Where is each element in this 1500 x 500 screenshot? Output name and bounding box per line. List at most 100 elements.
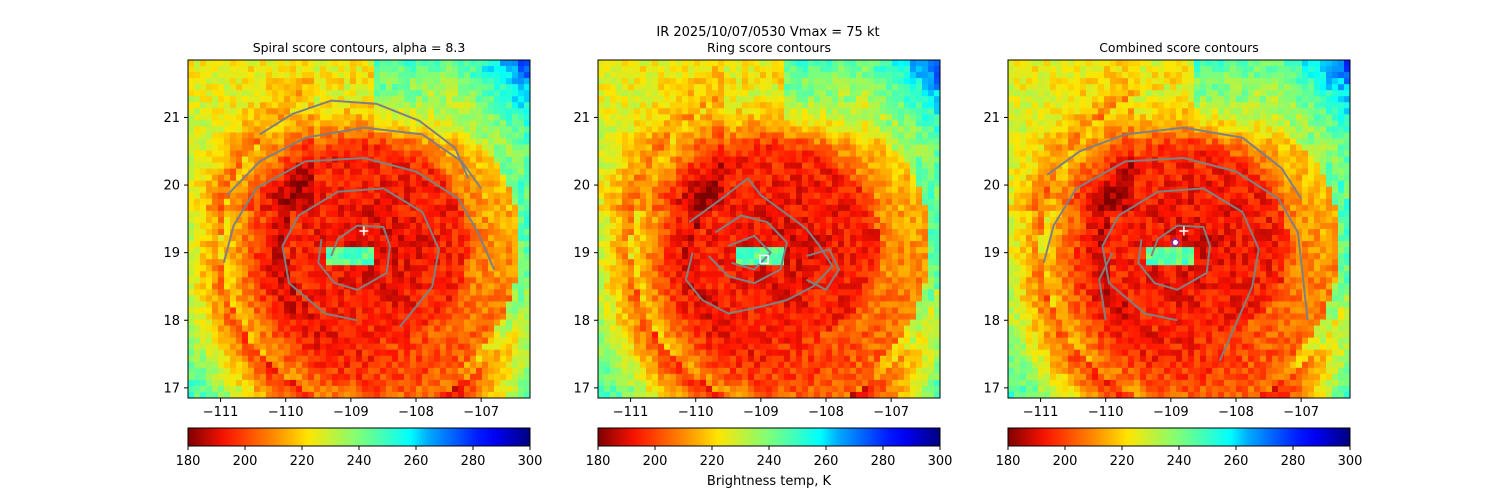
- heatmap-cell: [188, 307, 195, 315]
- heatmap-cell: [670, 198, 677, 206]
- heatmap-cell: [796, 174, 803, 182]
- heatmap-cell: [482, 235, 489, 242]
- heatmap-cell: [784, 180, 791, 188]
- heatmap-cell: [344, 241, 351, 248]
- heatmap-cell: [422, 210, 429, 218]
- heatmap-cell: [790, 126, 797, 134]
- heatmap-cell: [518, 156, 525, 164]
- heatmap-cell: [266, 325, 273, 333]
- heatmap-cell: [212, 367, 219, 375]
- heatmap-cell: [694, 78, 701, 85]
- heatmap-cell: [302, 186, 309, 194]
- heatmap-cell: [260, 204, 267, 212]
- heatmap-cell: [760, 222, 767, 230]
- heatmap-cell: [712, 156, 719, 164]
- heatmap-cell: [320, 162, 327, 170]
- heatmap-cell: [266, 331, 273, 339]
- heatmap-cell: [628, 168, 635, 176]
- heatmap-cell: [718, 132, 725, 140]
- heatmap-cell: [470, 216, 477, 224]
- heatmap-cell: [694, 72, 701, 79]
- heatmap-cell: [212, 361, 219, 369]
- heatmap-cell: [356, 241, 363, 248]
- heatmap-cell: [350, 373, 357, 381]
- heatmap-cell: [332, 271, 339, 278]
- heatmap-cell: [494, 385, 501, 393]
- heatmap-cell: [512, 108, 519, 115]
- heatmap-cell: [826, 120, 833, 127]
- heatmap-cell: [598, 96, 605, 103]
- heatmap-cell: [470, 180, 477, 188]
- heatmap-cell: [206, 337, 213, 345]
- heatmap-cell: [308, 162, 315, 170]
- heatmap-cell: [838, 84, 845, 91]
- heatmap-cell: [380, 174, 387, 182]
- heatmap-cell: [362, 349, 369, 357]
- heatmap-cell: [188, 247, 195, 254]
- heatmap-cell: [844, 78, 851, 85]
- heatmap-cell: [494, 337, 501, 345]
- heatmap-cell: [434, 168, 441, 176]
- heatmap-cell: [470, 289, 477, 296]
- heatmap-cell: [194, 192, 201, 200]
- heatmap-cell: [796, 126, 803, 134]
- heatmap-cell: [422, 241, 429, 248]
- heatmap-cell: [500, 301, 507, 309]
- heatmap-cell: [242, 319, 249, 327]
- heatmap-cell: [248, 307, 255, 315]
- heatmap-cell: [706, 174, 713, 182]
- heatmap-cell: [272, 325, 279, 333]
- heatmap-cell: [694, 156, 701, 164]
- heatmap-cell: [640, 156, 647, 164]
- heatmap-cell: [730, 78, 737, 85]
- heatmap-cell: [248, 367, 255, 375]
- heatmap-cell: [838, 132, 845, 140]
- heatmap-cell: [290, 138, 297, 146]
- heatmap-cell: [458, 337, 465, 345]
- heatmap-cell: [658, 156, 665, 164]
- heatmap-cell: [296, 144, 303, 152]
- heatmap-cell: [778, 132, 785, 140]
- heatmap-cell: [476, 156, 483, 164]
- heatmap-cell: [302, 102, 309, 109]
- heatmap-cell: [380, 265, 387, 272]
- heatmap-cell: [670, 241, 677, 248]
- heatmap-cell: [212, 247, 219, 254]
- heatmap-cell: [446, 156, 453, 164]
- heatmap-cell: [314, 60, 321, 67]
- heatmap-cell: [398, 355, 405, 363]
- heatmap-cell: [212, 180, 219, 188]
- heatmap-cell: [392, 391, 399, 398]
- heatmap-cell: [242, 271, 249, 278]
- heatmap-cell: [826, 138, 833, 146]
- heatmap-cell: [194, 132, 201, 140]
- heatmap-cell: [230, 379, 237, 387]
- heatmap-cell: [604, 108, 611, 115]
- heatmap-cell: [670, 114, 677, 121]
- heatmap-cell: [452, 337, 459, 345]
- heatmap-cell: [410, 337, 417, 345]
- heatmap-cell: [236, 84, 243, 91]
- heatmap-cell: [682, 235, 689, 242]
- heatmap-cell: [724, 168, 731, 176]
- heatmap-cell: [512, 337, 519, 345]
- heatmap-cell: [862, 162, 869, 170]
- heatmap-cell: [844, 150, 851, 158]
- heatmap-cell: [374, 180, 381, 188]
- heatmap-cell: [356, 331, 363, 339]
- heatmap-cell: [194, 162, 201, 170]
- heatmap-cell: [428, 174, 435, 182]
- heatmap-cell: [856, 162, 863, 170]
- heatmap-cell: [320, 60, 327, 67]
- heatmap-cell: [676, 174, 683, 182]
- heatmap-cell: [236, 271, 243, 278]
- heatmap-cell: [598, 186, 605, 194]
- heatmap-cell: [386, 343, 393, 351]
- heatmap-cell: [218, 162, 225, 170]
- heatmap-cell: [844, 222, 851, 230]
- heatmap-cell: [844, 84, 851, 91]
- heatmap-cell: [458, 379, 465, 387]
- heatmap-cell: [272, 253, 279, 260]
- heatmap-cell: [356, 150, 363, 158]
- heatmap-cell: [368, 247, 375, 254]
